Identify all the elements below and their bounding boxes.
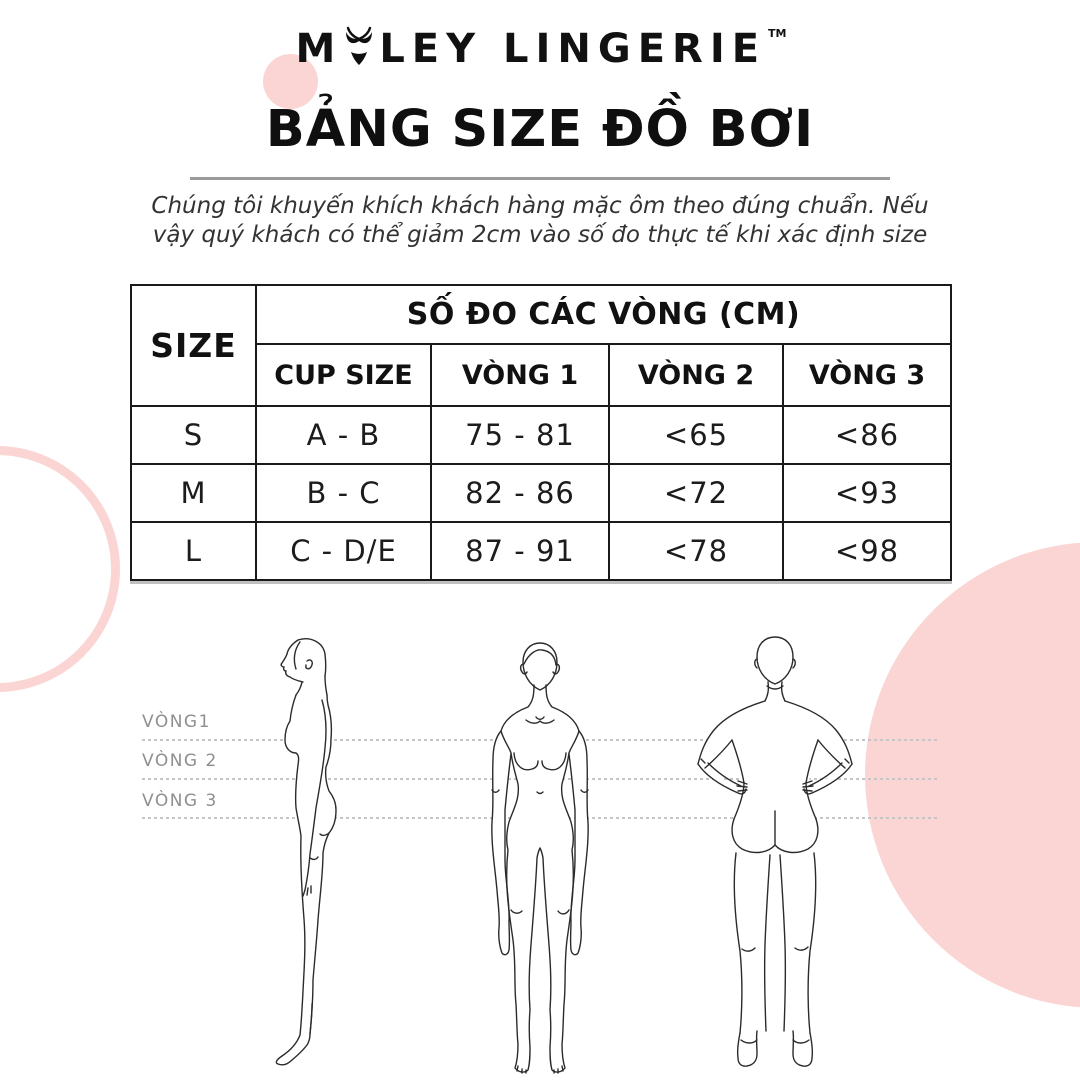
measurements-group-header: SỐ ĐO CÁC VÒNG (CM) (255, 284, 952, 345)
table-row-m: M B - C 82 - 86 <72 <93 (130, 463, 952, 523)
cell-vong1: 75 - 81 (430, 405, 610, 465)
brand-logo: M LEY LINGERIE TM (0, 26, 1080, 72)
front-view-figure (491, 642, 589, 1074)
col-header-vong2: VÒNG 2 (608, 343, 784, 407)
page-title: BẢNG SIZE ĐỒ BƠI (265, 100, 815, 159)
vong3-label: VÒNG 3 (142, 791, 218, 811)
cell-vong3: <86 (782, 405, 952, 465)
table-row-s: S A - B 75 - 81 <65 <86 (130, 405, 952, 465)
back-view-figure (697, 636, 853, 1067)
subtitle: Chúng tôi khuyến khích khách hàng mặc ôm… (0, 192, 1080, 250)
cell-vong1: 87 - 91 (430, 521, 610, 581)
pink-circle-decoration (865, 542, 1080, 1008)
vong1-label: VÒNG1 (142, 712, 211, 732)
size-column-header: SIZE (130, 284, 257, 407)
cell-vong2: <65 (608, 405, 784, 465)
cell-cup: B - C (255, 463, 432, 523)
trademark-mark: TM (768, 26, 787, 40)
bikini-icon (344, 26, 374, 72)
col-header-vong1: VÒNG 1 (430, 343, 610, 407)
cell-size: L (130, 521, 257, 581)
cell-vong1: 82 - 86 (430, 463, 610, 523)
brand-logo-prefix: M (295, 26, 343, 72)
cell-vong2: <78 (608, 521, 784, 581)
subtitle-line-2: vậy quý khách có thể giảm 2cm vào số đo … (152, 221, 928, 248)
vong2-label: VÒNG 2 (142, 751, 218, 771)
size-table: SIZE SỐ ĐO CÁC VÒNG (CM) CUP SIZE VÒNG 1… (130, 284, 952, 581)
cell-cup: A - B (255, 405, 432, 465)
cell-cup: C - D/E (255, 521, 432, 581)
pink-ring-decoration (0, 446, 120, 692)
subtitle-line-1: Chúng tôi khuyến khích khách hàng mặc ôm… (151, 193, 929, 219)
cell-size: M (130, 463, 257, 523)
brand-logo-suffix: LEY LINGERIE (379, 26, 767, 72)
side-view-figure (275, 638, 337, 1066)
cell-vong2: <72 (608, 463, 784, 523)
title-divider (190, 177, 890, 180)
pink-dot-decoration (263, 54, 318, 109)
col-header-cup-size: CUP SIZE (255, 343, 432, 407)
col-header-vong3: VÒNG 3 (782, 343, 952, 407)
table-row-l: L C - D/E 87 - 91 <78 <98 (130, 521, 952, 581)
cell-vong3: <93 (782, 463, 952, 523)
cell-size: S (130, 405, 257, 465)
cell-vong3: <98 (782, 521, 952, 581)
